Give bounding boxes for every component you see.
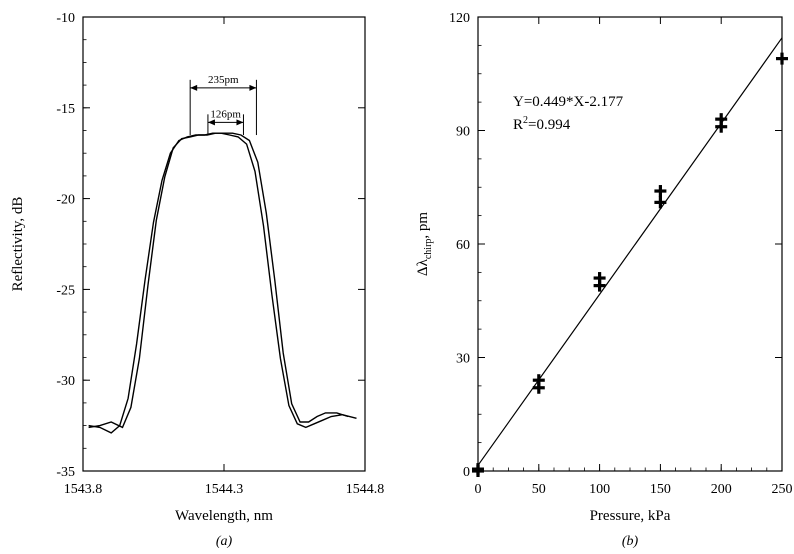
data-point [776, 52, 788, 65]
y-tick-label: 30 [456, 352, 470, 367]
arrowhead-left [190, 84, 198, 91]
x-tick-label: 250 [772, 482, 793, 497]
data-point [654, 196, 667, 209]
arrowhead-right [236, 119, 244, 126]
panel-a-x-ticks: 1543.8 1544.3 1544.8 [64, 17, 385, 497]
data-point [472, 463, 484, 476]
x-tick-label: 1544.3 [205, 482, 244, 497]
y-label-unit: , pm [415, 212, 431, 239]
data-point [715, 113, 728, 126]
arrowhead-right [249, 84, 257, 91]
r-squared-value: =0.994 [528, 117, 571, 133]
y-tick-label: 60 [456, 238, 470, 253]
panel-b-y-axis-label: Δλchirp, pm [415, 212, 434, 276]
panel-b-fit-equation: Y=0.449*X-2.177 [513, 94, 624, 110]
panel-a-annotations: 235pm 126pm [189, 74, 257, 136]
panel-b-y-ticks: 0 30 60 90 120 [449, 11, 782, 480]
annotation-label: 126pm [210, 108, 241, 120]
x-tick-label: 0 [475, 482, 482, 497]
y-label-subscript: chirp [423, 239, 434, 260]
y-tick-label: -25 [56, 283, 75, 298]
panel-b: 0 30 60 90 120 0 50 100 150 200 250 Y=0.449*X-2.1… [415, 11, 793, 549]
panel-b-r-squared: R2=0.994 [513, 115, 571, 133]
linear-fit-line [477, 37, 783, 466]
panel-a: -35 -30 -25 -20 -15 -10 1543.8 1544.3 1544.8 23… [10, 11, 384, 549]
x-tick-label: 200 [711, 482, 732, 497]
x-tick-label: 50 [532, 482, 546, 497]
y-tick-label: -20 [56, 193, 75, 208]
r-squared-prefix: R [513, 117, 523, 133]
r-squared-superscript: 2 [523, 115, 528, 126]
panel-a-label: (a) [216, 534, 233, 549]
bandwidth-annotation: 126pm [207, 108, 244, 136]
spectrum-curve-2 [88, 132, 357, 434]
x-tick-label: 1543.8 [64, 482, 103, 497]
data-point [654, 185, 667, 198]
y-tick-label: 0 [463, 465, 470, 480]
y-label-main: Δλ [415, 258, 431, 276]
panel-b-x-ticks: 0 50 100 150 200 250 [475, 17, 793, 497]
annotation-label: 235pm [208, 74, 239, 86]
y-tick-label: 120 [449, 11, 470, 26]
y-tick-label: -10 [56, 11, 75, 26]
y-tick-label: -30 [56, 374, 75, 389]
y-tick-label: -15 [56, 102, 75, 117]
panel-a-y-axis-label: Reflectivity, dB [10, 197, 26, 292]
panel-b-plot-frame [477, 16, 783, 472]
panel-a-curves [88, 132, 357, 434]
y-tick-label: -35 [56, 465, 75, 480]
bandwidth-annotation: 235pm [189, 74, 257, 136]
data-point [593, 272, 606, 285]
x-tick-label: 1544.8 [346, 482, 385, 497]
x-tick-label: 100 [589, 482, 610, 497]
panel-b-x-axis-label: Pressure, kPa [590, 508, 671, 524]
panel-a-y-ticks: -35 -30 -25 -20 -15 -10 [56, 11, 365, 480]
x-tick-label: 150 [650, 482, 671, 497]
data-point [532, 374, 545, 387]
y-tick-label: 90 [456, 125, 470, 140]
spectrum-curve-1 [88, 132, 349, 429]
arrowhead-left [207, 119, 215, 126]
panel-b-fit-line [477, 37, 783, 466]
panel-b-label: (b) [622, 534, 639, 549]
panel-b-data-points [472, 52, 788, 477]
panel-a-x-axis-label: Wavelength, nm [175, 508, 273, 524]
